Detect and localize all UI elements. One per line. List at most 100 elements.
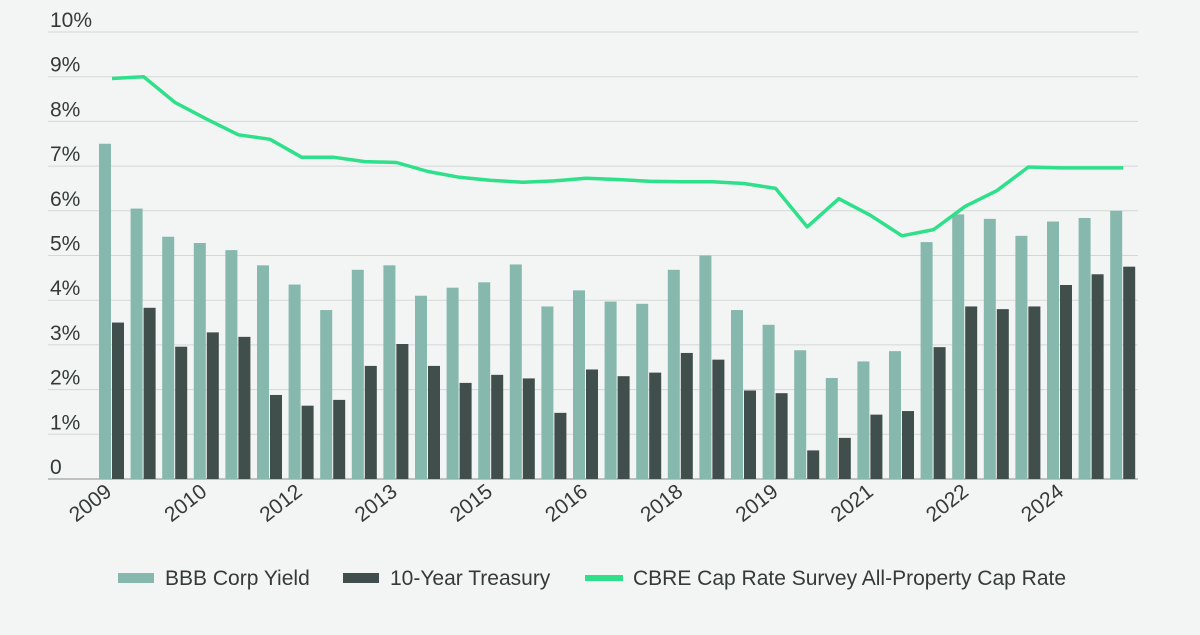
legend-label: BBB Corp Yield	[165, 567, 310, 590]
x-axis: 2009 2010 2012 2013 2015 2016 2018 2019 2021 2022…	[65, 480, 1068, 527]
x-tick-label: 2019	[732, 480, 783, 527]
bar-10-year-treasury	[1123, 266, 1136, 479]
bar-bbb-corp-yield	[573, 290, 585, 479]
bar-bbb-corp-yield	[857, 361, 870, 479]
y-tick-label: 4%	[50, 277, 80, 300]
bar-10-year-treasury	[175, 346, 188, 479]
legend-swatch	[585, 575, 623, 581]
bar-bbb-corp-yield	[1078, 217, 1091, 479]
bar-bbb-corp-yield	[320, 310, 333, 479]
y-tick-label: 3%	[50, 322, 80, 345]
x-tick-label: 2022	[922, 480, 973, 527]
bar-bbb-corp-yield	[193, 242, 206, 479]
bar-10-year-treasury	[838, 437, 851, 479]
y-tick-label: 8%	[50, 98, 80, 121]
bar-10-year-treasury	[1060, 285, 1072, 479]
bar-bbb-corp-yield	[983, 218, 996, 479]
bar-bbb-corp-yield	[162, 236, 175, 479]
bar-10-year-treasury	[396, 344, 409, 479]
legend-label: 10-Year Treasury	[390, 567, 551, 590]
bar-10-year-treasury	[775, 393, 788, 479]
bar-bbb-corp-yield	[889, 351, 901, 479]
bar-bbb-corp-yield	[1047, 221, 1059, 479]
y-tick-label: 0	[50, 456, 62, 479]
legend: BBB Corp Yield 10-Year Treasury CBRE Cap R…	[118, 567, 1066, 590]
bar-10-year-treasury	[364, 365, 377, 479]
bar-10-year-treasury	[206, 332, 219, 479]
legend-swatch	[343, 573, 379, 583]
bar-10-year-treasury	[459, 382, 472, 479]
bar-10-year-treasury	[933, 347, 946, 479]
x-tick-label: 2021	[827, 480, 878, 527]
bar-bbb-corp-yield	[952, 214, 965, 479]
x-tick-label: 2024	[1017, 480, 1068, 527]
x-tick-label: 2010	[160, 480, 211, 527]
line-cbre-cap-rate	[111, 74, 1124, 238]
bar-bbb-corp-yield	[478, 282, 491, 479]
bar-10-year-treasury	[112, 322, 124, 479]
x-tick-label: 2013	[351, 480, 402, 527]
bar-10-year-treasury	[649, 372, 662, 479]
bar-10-year-treasury	[712, 359, 725, 479]
bar-bbb-corp-yield	[794, 350, 807, 479]
legend-label: CBRE Cap Rate Survey All-Property Cap Ra…	[633, 567, 1066, 590]
bar-10-year-treasury	[965, 306, 978, 479]
x-tick-label: 2018	[636, 480, 687, 527]
y-tick-label: 6%	[50, 188, 80, 211]
bar-bbb-corp-yield	[825, 377, 838, 479]
bar-10-year-treasury	[522, 378, 535, 479]
bar-10-year-treasury	[301, 405, 314, 479]
bar-10-year-treasury	[996, 309, 1009, 479]
y-tick-label: 5%	[50, 233, 80, 256]
line-series	[111, 74, 1124, 238]
x-tick-label: 2016	[541, 480, 592, 527]
bar-10-year-treasury	[1028, 306, 1041, 479]
bar-bbb-corp-yield	[699, 255, 712, 479]
bar-bbb-corp-yield	[383, 265, 396, 479]
bar-bbb-corp-yield	[446, 287, 459, 479]
bar-10-year-treasury	[870, 414, 883, 479]
legend-swatch	[118, 573, 154, 583]
bar-bbb-corp-yield	[415, 295, 427, 479]
bar-bbb-corp-yield	[636, 303, 649, 479]
bar-bbb-corp-yield	[351, 269, 364, 479]
x-tick-label: 2015	[446, 480, 497, 527]
bar-bbb-corp-yield	[1015, 235, 1028, 479]
bars	[99, 143, 1136, 480]
y-tick-label: 1%	[50, 411, 80, 434]
bar-bbb-corp-yield	[920, 242, 933, 479]
bar-10-year-treasury	[680, 352, 693, 479]
bar-10-year-treasury	[428, 365, 440, 479]
bar-bbb-corp-yield	[130, 208, 143, 479]
bar-bbb-corp-yield	[257, 265, 269, 479]
bar-10-year-treasury	[554, 412, 567, 479]
bar-bbb-corp-yield	[667, 269, 680, 479]
bar-10-year-treasury	[143, 307, 156, 479]
y-tick-label: 2%	[50, 367, 80, 390]
bar-10-year-treasury	[902, 411, 914, 479]
bar-10-year-treasury	[1091, 274, 1104, 479]
bar-bbb-corp-yield	[1110, 210, 1123, 480]
bar-bbb-corp-yield	[288, 284, 301, 479]
bar-10-year-treasury	[617, 376, 630, 479]
bar-bbb-corp-yield	[604, 301, 617, 479]
bar-10-year-treasury	[586, 369, 598, 479]
bar-10-year-treasury	[744, 390, 756, 479]
bar-bbb-corp-yield	[509, 264, 522, 479]
y-tick-label: 10%	[50, 9, 92, 32]
bar-10-year-treasury	[807, 450, 820, 479]
bar-bbb-corp-yield	[541, 306, 554, 479]
bar-bbb-corp-yield	[731, 310, 743, 479]
bar-bbb-corp-yield	[762, 324, 775, 479]
bar-bbb-corp-yield	[225, 250, 238, 479]
bar-bbb-corp-yield	[99, 143, 111, 479]
bar-10-year-treasury	[333, 399, 346, 479]
bar-10-year-treasury	[491, 374, 504, 479]
bar-10-year-treasury	[270, 394, 282, 479]
bar-10-year-treasury	[238, 336, 251, 479]
y-tick-label: 9%	[50, 54, 80, 77]
y-axis: 0 1% 2% 3% 4% 5% 6% 7% 8% 9% 10%	[50, 9, 92, 479]
x-tick-label: 2009	[65, 480, 116, 527]
